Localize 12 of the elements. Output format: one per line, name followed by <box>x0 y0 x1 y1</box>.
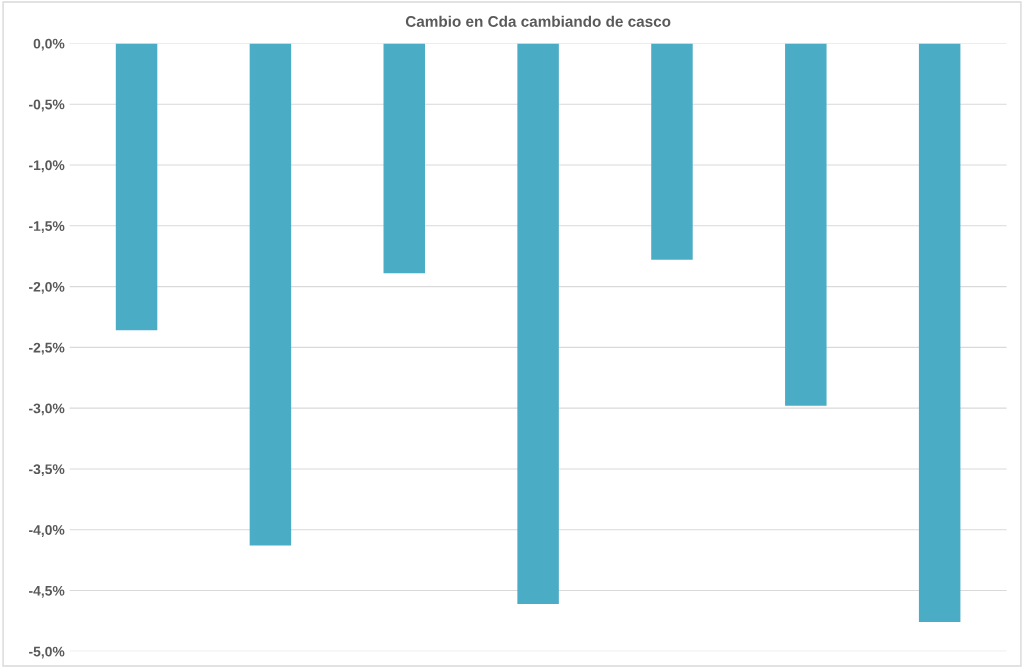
y-tick-label: -3,0% <box>29 403 65 416</box>
y-tick-label: -4,5% <box>29 585 65 598</box>
y-tick-label: -0,5% <box>29 99 65 112</box>
y-tick-label: 0,0% <box>33 38 65 51</box>
y-tick-label: -1,5% <box>29 221 65 233</box>
chart-title: Cambio en Cda cambiando de casco <box>405 15 671 27</box>
y-tick-label: -2,0% <box>29 281 65 294</box>
y-tick-label: -2,5% <box>29 342 65 355</box>
y-tick-label: -3,5% <box>29 464 65 477</box>
y-tick-label: -4,0% <box>29 525 65 537</box>
y-tick-label: -5,0% <box>29 646 65 659</box>
y-tick-label: -1,0% <box>29 160 65 173</box>
